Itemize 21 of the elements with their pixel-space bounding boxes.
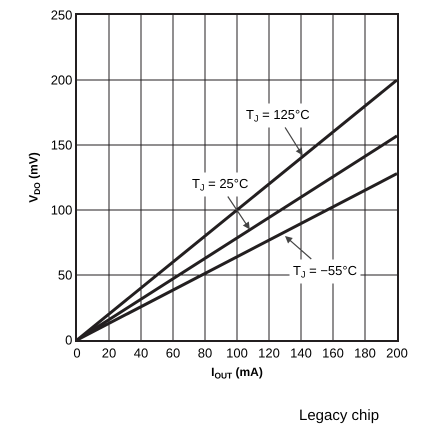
- x-tick-label: 180: [354, 346, 376, 361]
- x-axis-title: I$_{OUT}$ (mA): [211, 365, 263, 381]
- y-tick-label: 0: [65, 332, 72, 348]
- x-tick-label: 120: [258, 346, 280, 361]
- x-tick-label: 60: [166, 346, 180, 361]
- x-tick-label: 20: [102, 346, 116, 361]
- annotation: T$_{J}$ = −55°C: [293, 263, 357, 280]
- text: Legacy chip: [299, 407, 380, 424]
- y-tick-label: 250: [50, 8, 72, 23]
- y-tick-label: 50: [58, 268, 72, 283]
- x-tick-label: 100: [226, 346, 248, 361]
- annotation: T$_{J}$ = 25°C: [192, 176, 248, 193]
- x-tick-label: 160: [322, 346, 344, 361]
- y-tick-label: 100: [50, 202, 72, 218]
- y-tick-label: 150: [50, 138, 72, 153]
- annotation: T$_{J}$ = 125°C: [246, 107, 310, 124]
- x-tick-label: 80: [198, 346, 212, 361]
- x-tick-label: 140: [290, 346, 312, 361]
- x-tick-label: 40: [134, 346, 148, 361]
- y-tick-label: 200: [50, 72, 72, 88]
- x-tick-label: 200: [386, 346, 408, 361]
